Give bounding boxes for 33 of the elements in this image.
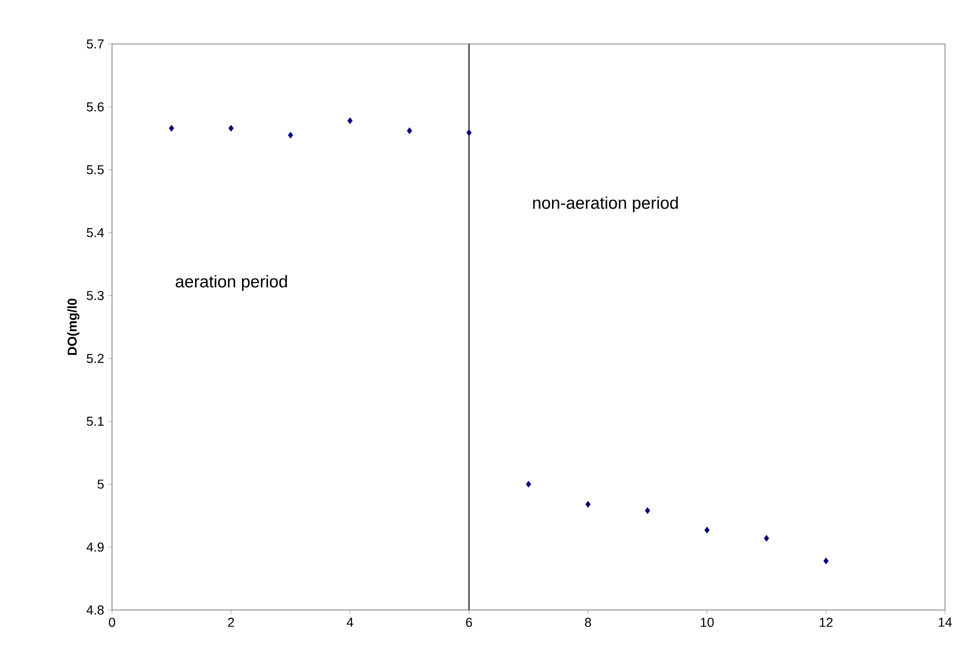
y-tick-label: 5.1: [86, 416, 104, 426]
y-tick-label: 5.5: [86, 165, 104, 174]
x-tick-label: 0: [108, 618, 116, 627]
point: [823, 558, 829, 564]
point: [288, 132, 294, 139]
y-tick-label: 5.7: [86, 39, 104, 49]
y-axis-title: DO(mg/l0: [67, 298, 80, 355]
point: [228, 124, 234, 132]
y-tick-label: 4.8: [86, 605, 104, 615]
y-tick-label: 5.6: [86, 102, 104, 112]
point: [764, 534, 770, 542]
x-tick-label: 8: [584, 618, 592, 627]
y-tick-label: 5.3: [86, 290, 104, 300]
point: [347, 117, 353, 124]
x-tick-label: 4: [346, 618, 354, 627]
y-tick-label: 5.4: [86, 228, 104, 238]
x-tick-label: 2: [228, 618, 234, 627]
x-tick-label: 14: [938, 618, 952, 627]
y-tick-label: 5: [98, 480, 104, 489]
point: [526, 480, 532, 488]
annotation: non-aeration period: [533, 196, 678, 212]
point: [704, 526, 710, 534]
point: [585, 500, 591, 508]
annotation: aeration period: [176, 275, 287, 291]
point: [644, 507, 650, 514]
y-tick-label: 4.9: [86, 542, 104, 552]
x-tick-label: 10: [700, 618, 714, 627]
x-tick-label: 12: [820, 618, 833, 627]
x-tick-label: 6: [466, 618, 472, 627]
point: [466, 129, 472, 136]
point: [168, 124, 174, 132]
y-tick-label: 5.2: [86, 354, 104, 364]
point: [406, 127, 412, 134]
